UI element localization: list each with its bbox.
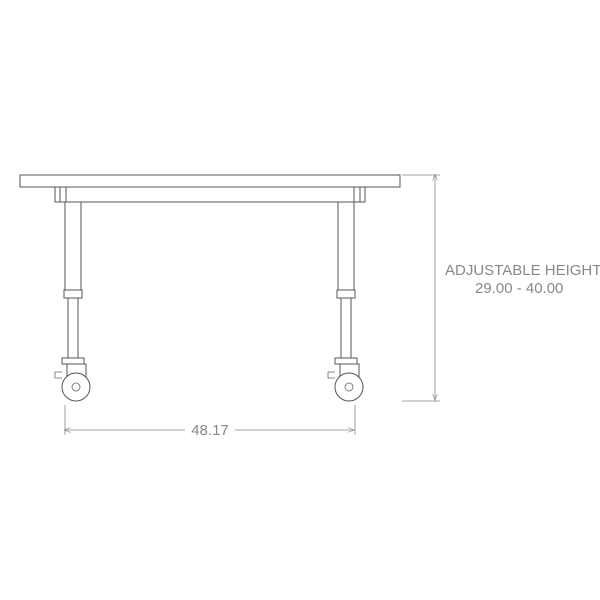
table-top [20, 175, 400, 187]
apron-tab-right [354, 187, 360, 202]
dim-width-label: 48.17 [191, 422, 229, 439]
apron-tab-left [60, 187, 66, 202]
caster-right [328, 358, 363, 401]
dim-height-label-1: ADJUSTABLE HEIGHT [445, 262, 600, 279]
leg-left [64, 202, 82, 360]
table-apron [55, 187, 365, 202]
dim-height: ADJUSTABLE HEIGHT 29.00 - 40.00 [402, 175, 600, 401]
caster-left [55, 358, 90, 401]
leg-right [337, 202, 355, 360]
dim-height-label-2: 29.00 - 40.00 [475, 280, 563, 297]
dim-width: 48.17 [65, 405, 355, 439]
